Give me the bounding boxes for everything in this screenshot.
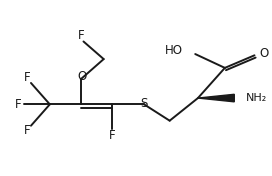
Text: F: F bbox=[15, 98, 22, 111]
Text: F: F bbox=[24, 124, 30, 137]
Text: F: F bbox=[109, 128, 115, 142]
Text: S: S bbox=[140, 97, 148, 110]
Text: F: F bbox=[78, 29, 85, 42]
Polygon shape bbox=[198, 94, 234, 102]
Text: F: F bbox=[24, 71, 30, 84]
Text: NH₂: NH₂ bbox=[246, 93, 267, 103]
Text: O: O bbox=[259, 47, 268, 60]
Text: HO: HO bbox=[165, 44, 183, 57]
Text: O: O bbox=[77, 70, 86, 83]
